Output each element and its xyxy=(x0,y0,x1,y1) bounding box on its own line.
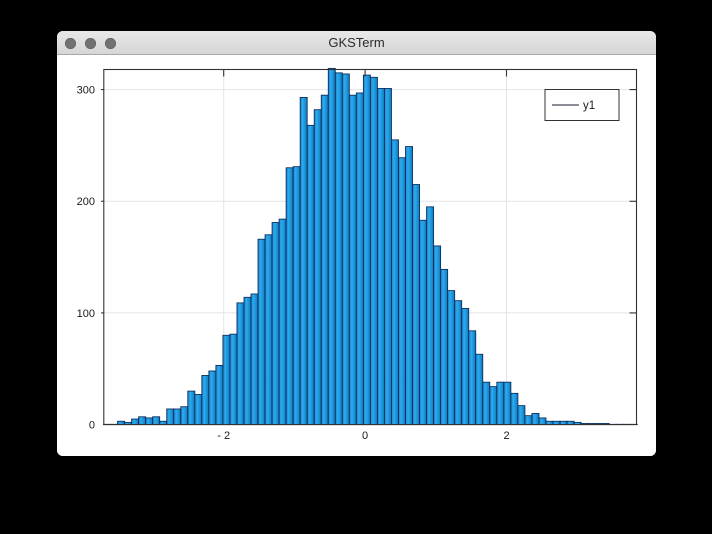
svg-text:200: 200 xyxy=(77,196,95,208)
svg-text:y1: y1 xyxy=(583,100,595,112)
svg-text:0: 0 xyxy=(362,430,368,442)
svg-text:2: 2 xyxy=(503,430,509,442)
svg-text:0: 0 xyxy=(89,420,95,432)
svg-text:100: 100 xyxy=(77,308,95,320)
svg-text:- 2: - 2 xyxy=(217,430,230,442)
svg-text:300: 300 xyxy=(77,84,95,96)
